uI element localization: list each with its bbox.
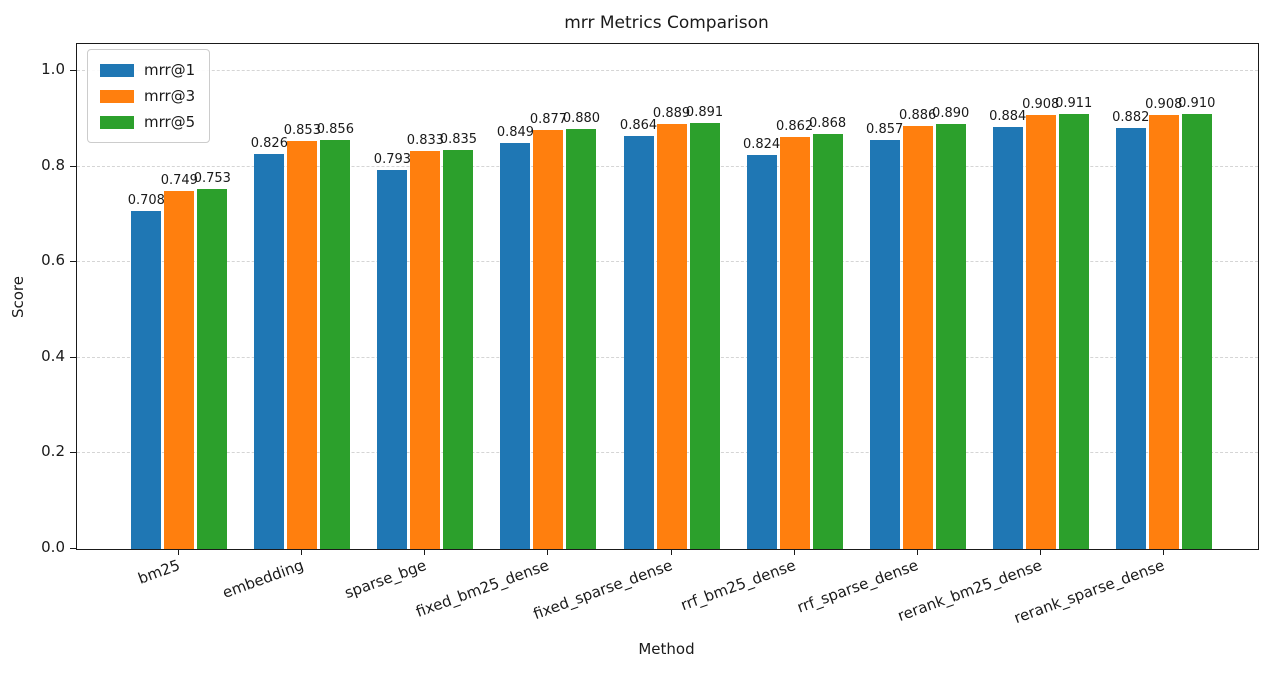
legend-swatch bbox=[100, 89, 134, 103]
x-tick-mark bbox=[793, 549, 795, 555]
legend-item: mrr@5 bbox=[100, 109, 195, 135]
bar-value-label: 0.826 bbox=[250, 136, 288, 152]
bar-value-label: 0.862 bbox=[775, 119, 814, 135]
x-tick-label: rrf_bm25_dense bbox=[678, 556, 798, 615]
y-tick-mark bbox=[70, 452, 76, 454]
bar-value-label: 0.911 bbox=[1055, 95, 1093, 111]
x-tick-mark bbox=[1162, 549, 1164, 555]
bar-value-label: 0.857 bbox=[866, 121, 904, 137]
bar bbox=[623, 136, 654, 549]
y-tick-mark bbox=[70, 261, 76, 263]
x-tick-label: fixed_bm25_dense bbox=[413, 556, 552, 621]
bar bbox=[254, 154, 285, 549]
bar bbox=[131, 210, 162, 549]
bar-value-label: 0.908 bbox=[1145, 97, 1183, 113]
y-tick-label: 0.6 bbox=[41, 251, 65, 270]
bar bbox=[287, 141, 318, 549]
bar-value-label: 0.882 bbox=[1112, 109, 1150, 125]
bar bbox=[164, 191, 195, 549]
x-tick-mark bbox=[1039, 549, 1041, 555]
bar-value-label: 0.908 bbox=[1022, 97, 1060, 113]
bar-value-label: 0.833 bbox=[406, 133, 445, 149]
bar bbox=[869, 139, 900, 549]
y-tick-label: 0.8 bbox=[41, 155, 65, 174]
chart-title: mrr Metrics Comparison bbox=[564, 13, 769, 33]
legend-item-label: mrr@3 bbox=[144, 87, 196, 105]
x-tick-mark bbox=[670, 549, 672, 555]
bar-value-label: 0.753 bbox=[193, 171, 231, 187]
y-tick-mark bbox=[70, 356, 76, 358]
bar bbox=[1058, 113, 1089, 549]
x-tick-label: fixed_sparse_dense bbox=[530, 556, 675, 624]
x-tick-label: embedding bbox=[219, 556, 306, 602]
bar-value-label: 0.880 bbox=[562, 110, 601, 126]
bar-value-label: 0.749 bbox=[160, 173, 198, 189]
y-tick-mark bbox=[70, 165, 76, 167]
bar-value-label: 0.886 bbox=[899, 107, 937, 123]
gridline bbox=[77, 70, 1258, 72]
bar bbox=[1181, 114, 1212, 549]
bar bbox=[1115, 127, 1146, 549]
bar-value-label: 0.708 bbox=[127, 192, 165, 208]
bar-value-label: 0.849 bbox=[496, 125, 535, 141]
bar-value-label: 0.856 bbox=[316, 122, 354, 138]
x-tick-mark bbox=[547, 549, 549, 555]
bar-value-label: 0.793 bbox=[373, 152, 412, 168]
y-tick-mark bbox=[70, 70, 76, 72]
x-tick-mark bbox=[178, 549, 180, 555]
bar bbox=[935, 123, 966, 549]
bar bbox=[779, 137, 810, 549]
bar bbox=[410, 151, 441, 549]
bar-value-label: 0.890 bbox=[932, 105, 970, 121]
bar-value-label: 0.853 bbox=[283, 123, 321, 139]
x-tick-mark bbox=[916, 549, 918, 555]
x-tick-label: sparse_bge bbox=[342, 556, 429, 603]
x-tick-mark bbox=[301, 549, 303, 555]
bar-value-label: 0.835 bbox=[439, 132, 478, 148]
y-tick-label: 0.4 bbox=[41, 346, 65, 365]
bar bbox=[320, 140, 351, 549]
bar bbox=[533, 130, 564, 549]
bar bbox=[812, 134, 843, 549]
bar bbox=[1025, 115, 1056, 549]
bar bbox=[566, 128, 597, 549]
bar bbox=[689, 123, 720, 549]
bar bbox=[443, 150, 474, 549]
y-tick-mark bbox=[70, 548, 76, 549]
legend: mrr@1 mrr@3 mrr@5 bbox=[87, 49, 211, 143]
x-tick-label: bm25 bbox=[135, 556, 183, 588]
plot-area: 0.708 0.749 0.753 0.826 0.853 0.856 0.793 0.833… bbox=[76, 43, 1259, 550]
legend-item-label: mrr@5 bbox=[144, 113, 196, 131]
x-axis-label: Method bbox=[638, 640, 695, 658]
legend-item: mrr@3 bbox=[100, 83, 195, 109]
y-tick-label: 0.2 bbox=[41, 442, 65, 461]
bar-value-label: 0.884 bbox=[989, 108, 1027, 124]
legend-swatch bbox=[100, 115, 134, 129]
bar bbox=[377, 170, 408, 549]
bar-value-label: 0.891 bbox=[685, 105, 724, 121]
bar-value-label: 0.868 bbox=[808, 116, 847, 132]
bar bbox=[1148, 115, 1179, 549]
bar-value-label: 0.889 bbox=[652, 106, 691, 122]
x-tick-mark bbox=[424, 549, 426, 555]
bar-value-label: 0.877 bbox=[529, 112, 568, 127]
legend-item: mrr@1 bbox=[100, 57, 195, 83]
bar-value-label: 0.864 bbox=[619, 118, 658, 134]
bar bbox=[656, 124, 687, 549]
legend-item-label: mrr@1 bbox=[144, 61, 196, 79]
y-tick-label: 1.0 bbox=[41, 60, 65, 79]
legend-swatch bbox=[100, 63, 134, 77]
bar-value-label: 0.910 bbox=[1178, 96, 1216, 112]
y-tick-label: 0.0 bbox=[41, 538, 65, 556]
bar bbox=[500, 143, 531, 549]
bar-value-label: 0.824 bbox=[742, 137, 781, 153]
bar bbox=[992, 126, 1023, 549]
bar bbox=[197, 189, 228, 549]
bar bbox=[746, 155, 777, 549]
bar bbox=[902, 125, 933, 549]
